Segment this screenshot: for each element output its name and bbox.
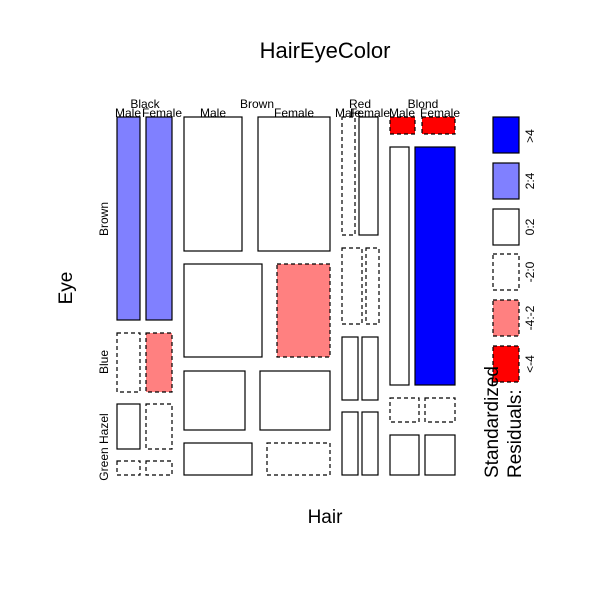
mosaic-tile-black-female-blue xyxy=(145,332,173,393)
mosaic-tile-red-female-green xyxy=(361,411,379,476)
mosaic-tile-blond-female-green xyxy=(424,434,456,476)
eye-label: Blue xyxy=(97,350,111,374)
sex-label: Female xyxy=(350,106,390,120)
legend-label: 2:4 xyxy=(523,172,537,189)
mosaic-tile-black-male-green xyxy=(116,460,141,476)
legend-label: >4 xyxy=(523,129,537,143)
legend-key-2to4 xyxy=(492,162,520,200)
sex-label: Female xyxy=(142,106,182,120)
legend-key-m2to0 xyxy=(492,253,520,291)
hair-label: Blond xyxy=(408,97,439,111)
mosaic-tile-red-male-hazel xyxy=(341,336,359,401)
mosaic-tile-red-male-brown xyxy=(341,116,356,236)
eye-labels: Brown Blue Green Hazel xyxy=(97,202,111,481)
sex-label: Male xyxy=(200,106,226,120)
sex-label: Female xyxy=(274,106,314,120)
legend: >4 2:4 0:2 -2:0 -4:-2 <-4 Standardized R… xyxy=(482,116,537,478)
mosaic-tile-blond-female-blue xyxy=(414,146,456,386)
mosaic-tile-blond-male-hazel xyxy=(389,397,420,423)
mosaic-tile-blond-female-hazel xyxy=(424,397,456,423)
legend-label: <-4 xyxy=(523,355,537,373)
mosaic-tile-red-female-brown xyxy=(358,116,379,236)
legend-title: Residuals: xyxy=(505,389,526,478)
mosaic-tile-brown-female-green xyxy=(266,442,331,476)
mosaic-tile-blond-male-blue xyxy=(389,146,410,386)
sex-label: Female xyxy=(420,106,460,120)
mosaic-tile-black-female-hazel xyxy=(145,403,173,450)
mosaic-tile-brown-male-brown xyxy=(183,116,243,252)
y-axis-title: Eye xyxy=(56,272,77,305)
x-axis-title: Hair xyxy=(308,507,344,528)
hair-label: Red xyxy=(349,97,371,111)
mosaic-tile-brown-male-hazel xyxy=(183,370,246,431)
hair-label: Brown xyxy=(240,97,274,111)
mosaic-tile-brown-male-blue xyxy=(183,263,263,358)
mosaic-tile-red-male-blue xyxy=(341,247,363,325)
sex-labels: Male Female Male Female Male Female Male… xyxy=(115,106,460,120)
mosaic-tile-blond-male-green xyxy=(389,434,420,476)
mosaic-tile-red-male-green xyxy=(341,411,359,476)
eye-label: Green Hazel xyxy=(97,413,111,480)
mosaic-tile-black-female-green xyxy=(145,460,173,476)
mosaic-tile-brown-female-brown xyxy=(257,116,331,252)
mosaic-tile-red-female-hazel xyxy=(361,336,379,401)
legend-key-m4tom2 xyxy=(492,299,520,337)
legend-label: -4:-2 xyxy=(523,305,537,330)
sex-label: Male xyxy=(389,106,415,120)
hair-label: Black xyxy=(130,97,160,111)
eye-label: Brown xyxy=(97,202,111,236)
legend-keys xyxy=(492,116,520,383)
mosaic-tile-black-female-brown xyxy=(145,116,173,321)
legend-key-0to2 xyxy=(492,208,520,246)
mosaic-tile-brown-male-green xyxy=(183,442,253,476)
mosaic-tile-black-male-hazel xyxy=(116,403,141,450)
chart-title: HairEyeColor xyxy=(260,38,391,63)
mosaic-tile-blond-male-brown xyxy=(389,116,416,135)
hair-labels: Black Brown Red Blond xyxy=(130,97,438,111)
mosaic-tile-blond-female-brown xyxy=(421,116,456,135)
legend-label: -2:0 xyxy=(523,261,537,282)
legend-key-ltm4 xyxy=(492,345,520,383)
legend-title: Standardized xyxy=(482,366,503,478)
legend-label: 0:2 xyxy=(523,218,537,235)
mosaic-tile-brown-female-blue xyxy=(276,263,331,358)
mosaic-tile-red-female-blue xyxy=(365,247,380,325)
mosaic-tile-brown-female-hazel xyxy=(259,370,331,431)
mosaic-tile-black-male-blue xyxy=(116,332,141,393)
legend-key-gt4 xyxy=(492,116,520,154)
mosaic-tile-black-male-brown xyxy=(116,116,141,321)
sex-label: Male xyxy=(335,106,361,120)
sex-label: Male xyxy=(115,106,141,120)
mosaic-tiles xyxy=(116,116,456,476)
